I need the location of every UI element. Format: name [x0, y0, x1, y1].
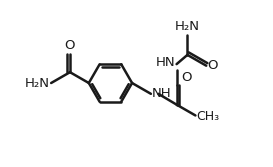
Text: O: O — [207, 59, 218, 72]
Text: O: O — [182, 71, 192, 84]
Text: CH₃: CH₃ — [196, 110, 219, 123]
Text: HN: HN — [156, 56, 176, 69]
Text: NH: NH — [152, 87, 171, 100]
Text: H₂N: H₂N — [25, 76, 50, 90]
Text: O: O — [65, 39, 75, 52]
Text: H₂N: H₂N — [175, 20, 200, 33]
